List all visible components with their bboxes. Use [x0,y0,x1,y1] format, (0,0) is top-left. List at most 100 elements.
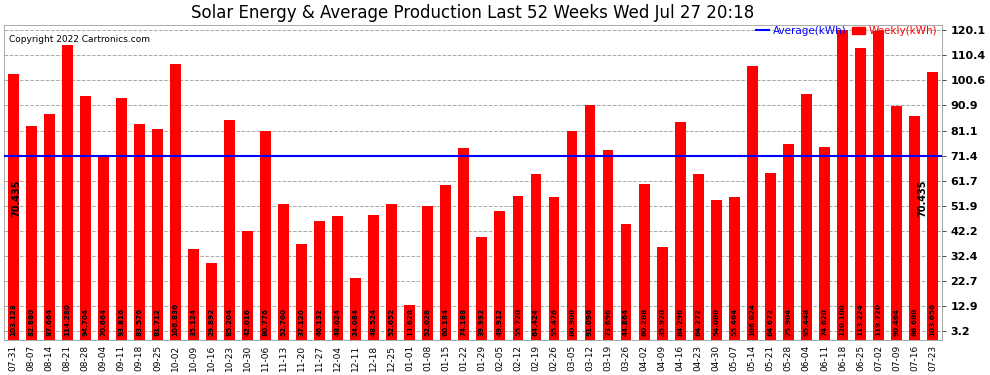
Text: 82.880: 82.880 [28,308,35,336]
Bar [783,144,794,340]
Text: 52.652: 52.652 [389,308,395,336]
Text: 60.288: 60.288 [642,308,647,336]
Bar [278,204,289,340]
Text: 81.712: 81.712 [154,308,160,336]
Bar [333,216,344,340]
Bar [296,244,307,340]
Text: 106.024: 106.024 [749,303,755,336]
Text: 74.620: 74.620 [822,308,828,336]
Bar [855,48,866,340]
Text: 64.424: 64.424 [533,308,539,336]
Bar [656,247,667,340]
Text: 49.912: 49.912 [497,308,503,336]
Bar [837,30,847,340]
Text: 85.204: 85.204 [227,308,233,336]
Text: 48.024: 48.024 [335,308,341,336]
Bar [423,206,434,340]
Bar [909,116,920,340]
Bar [513,196,524,340]
Text: 86.680: 86.680 [912,308,918,336]
Text: 93.816: 93.816 [119,308,125,336]
Bar [386,204,397,340]
Text: 37.120: 37.120 [299,308,305,336]
Title: Solar Energy & Average Production Last 52 Weeks Wed Jul 27 20:18: Solar Energy & Average Production Last 5… [191,4,754,22]
Text: 91.096: 91.096 [587,308,593,336]
Text: 74.188: 74.188 [461,308,467,336]
Legend: Average(kWh), Weekly(kWh): Average(kWh), Weekly(kWh) [752,22,941,40]
Bar [585,105,595,340]
Text: 42.016: 42.016 [245,308,250,336]
Text: 87.664: 87.664 [47,308,52,336]
Bar [44,114,54,340]
Bar [819,147,830,340]
Text: 46.132: 46.132 [317,308,323,336]
Text: 75.904: 75.904 [785,308,791,336]
Text: 103.656: 103.656 [930,303,936,336]
Bar [134,124,145,340]
Text: 44.864: 44.864 [623,308,629,336]
Text: 54.080: 54.080 [713,308,719,336]
Text: 29.892: 29.892 [209,308,215,336]
Bar [26,126,37,340]
Bar [441,184,451,340]
Bar [61,45,72,340]
Bar [80,96,91,340]
Text: 83.576: 83.576 [137,308,143,336]
Text: 84.296: 84.296 [677,308,683,336]
Bar [873,31,884,340]
Bar [458,148,469,340]
Bar [368,214,379,340]
Text: 35.920: 35.920 [659,308,665,336]
Text: 55.720: 55.720 [515,308,521,336]
Bar [927,72,938,340]
Bar [206,262,217,340]
Text: 24.084: 24.084 [352,308,358,336]
Bar [675,122,686,340]
Bar [98,158,109,340]
Text: 60.184: 60.184 [443,308,448,336]
Text: 119.720: 119.720 [875,303,881,336]
Text: 64.272: 64.272 [695,308,701,336]
Bar [224,120,235,340]
Text: 52.028: 52.028 [425,308,431,336]
Text: 120.100: 120.100 [840,303,845,336]
Bar [603,150,614,340]
Text: 80.900: 80.900 [569,308,575,336]
Text: 73.696: 73.696 [605,308,611,336]
Bar [711,200,722,340]
Text: 103.128: 103.128 [10,303,16,336]
Text: 106.836: 106.836 [172,303,178,336]
Bar [729,197,740,340]
Bar [350,278,361,340]
Text: Copyright 2022 Cartronics.com: Copyright 2022 Cartronics.com [9,34,149,44]
Text: 48.524: 48.524 [370,308,377,336]
Bar [566,131,577,340]
Text: 52.760: 52.760 [280,308,286,336]
Text: 94.704: 94.704 [82,308,88,336]
Bar [801,94,812,340]
Bar [765,173,776,340]
Bar [746,66,757,340]
Text: 39.992: 39.992 [479,308,485,336]
Text: 55.476: 55.476 [551,308,557,336]
Text: 70.435: 70.435 [12,179,22,217]
Text: 70.435: 70.435 [918,179,928,217]
Text: 13.628: 13.628 [407,308,413,336]
Bar [170,64,181,340]
Bar [531,174,542,340]
Text: 35.124: 35.124 [190,308,196,336]
Bar [639,184,649,340]
Text: 80.776: 80.776 [262,308,268,336]
Bar [314,221,325,340]
Bar [621,224,632,340]
Bar [548,196,559,340]
Text: 64.672: 64.672 [767,308,773,336]
Bar [152,129,162,340]
Bar [243,231,252,340]
Bar [693,174,704,340]
Bar [494,211,505,340]
Text: 70.664: 70.664 [100,308,106,336]
Bar [260,131,271,340]
Text: 114.280: 114.280 [64,303,70,336]
Bar [891,106,902,340]
